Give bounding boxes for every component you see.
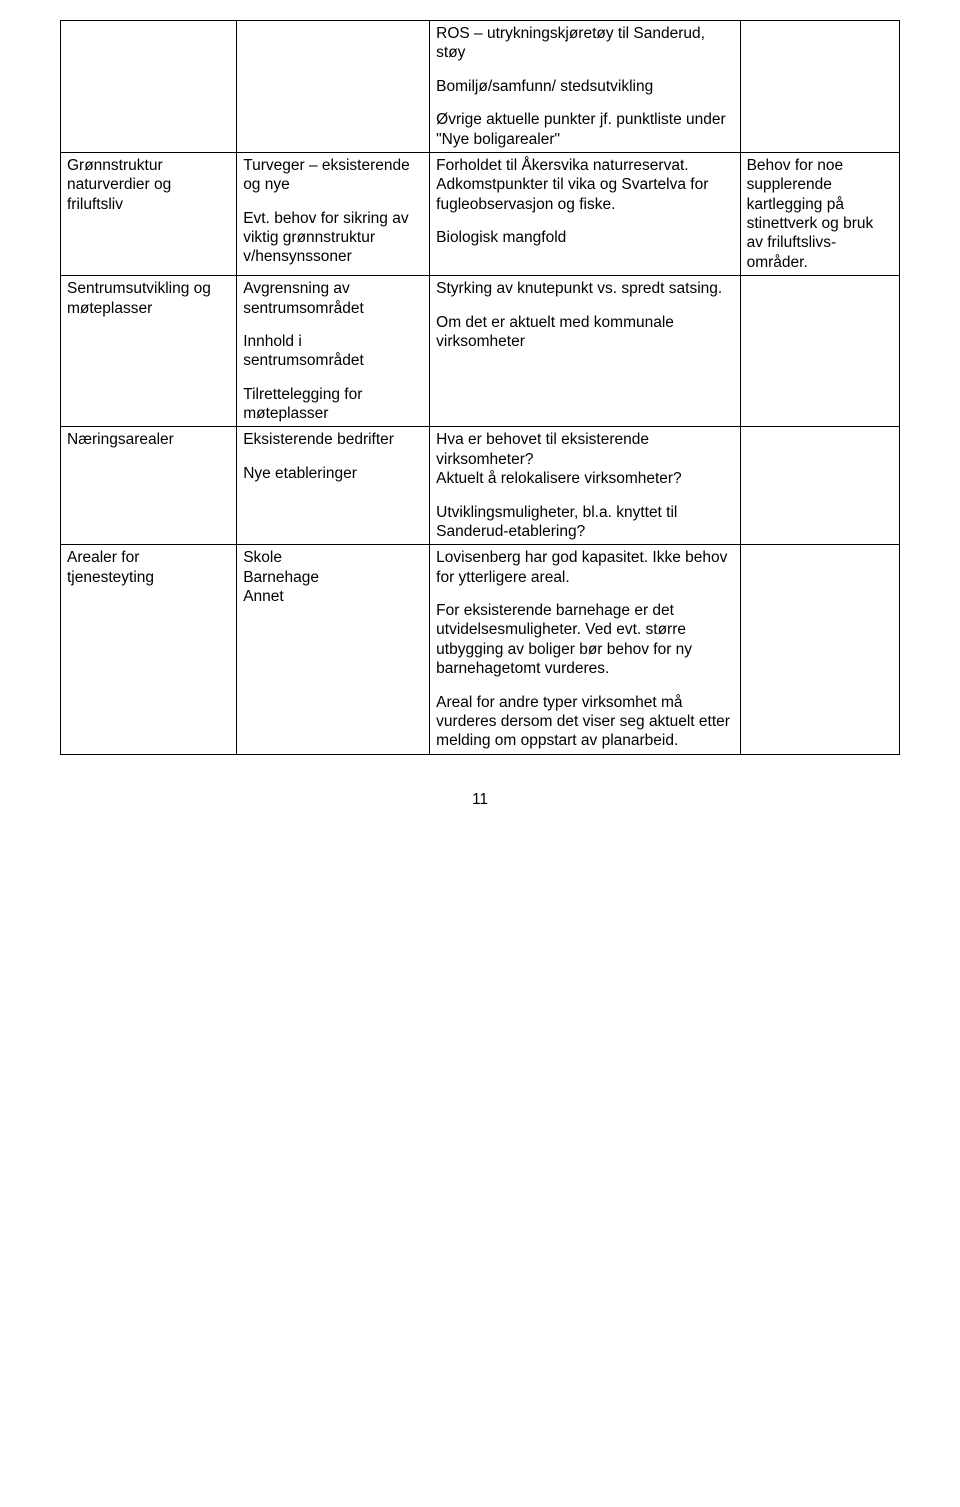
table-row: Arealer for tjenesteytingSkoleBarnehageA… <box>61 545 900 754</box>
cell-desc: Forholdet til Åkersvika naturreservat. A… <box>430 152 740 275</box>
cell-sub: Eksisterende bedrifter Nye etableringer <box>237 427 430 545</box>
cell-topic: Grønnstruktur naturverdier og friluftsli… <box>61 152 237 275</box>
cell-paragraph: Utviklingsmuligheter, bl.a. knyttet til … <box>436 503 733 542</box>
cell-paragraph: Biologisk mangfold <box>436 228 733 247</box>
cell-desc: Lovisenberg har god kapasitet. Ikke beho… <box>430 545 740 754</box>
cell-sub: Turveger – eksisterende og nye Evt. behov… <box>237 152 430 275</box>
cell-sub: Avgrensning av sentrumsområdet Innhold i … <box>237 276 430 427</box>
page-number: 11 <box>60 791 900 809</box>
cell-paragraph: Styrking av knutepunkt vs. spredt satsin… <box>436 279 733 298</box>
cell-paragraph: Evt. behov for sikring av viktig grønnst… <box>243 209 423 267</box>
cell-paragraph: Eksisterende bedrifter <box>243 430 423 449</box>
cell-paragraph: Bomiljø/samfunn/ stedsutvikling <box>436 77 733 96</box>
cell-paragraph: Om det er aktuelt med kommunale virksomh… <box>436 313 733 352</box>
cell-paragraph: Behov for noe supplerende kartlegging på… <box>747 156 893 272</box>
table-row: Sentrumsutvikling og møteplasserAvgrensn… <box>61 276 900 427</box>
cell-paragraph: Lovisenberg har god kapasitet. Ikke beho… <box>436 548 733 587</box>
cell-paragraph: Areal for andre typer virksomhet må vurd… <box>436 693 733 751</box>
cell-paragraph: Tilrettelegging for møteplasser <box>243 385 423 424</box>
cell-paragraph: Sentrumsutvikling og møteplasser <box>67 279 230 318</box>
cell-line: Skole <box>243 548 423 567</box>
cell-paragraph: Innhold i sentrumsområdet <box>243 332 423 371</box>
cell-topic: Næringsarealer <box>61 427 237 545</box>
cell-note <box>740 427 899 545</box>
table-body: ROS – utrykningskjøretøy til Sanderud, s… <box>61 21 900 755</box>
cell-paragraph: Arealer for tjenesteyting <box>67 548 230 587</box>
cell-desc: ROS – utrykningskjøretøy til Sanderud, s… <box>430 21 740 153</box>
cell-paragraph: Hva er behovet til eksisterende virksomh… <box>436 430 733 488</box>
cell-paragraph: ROS – utrykningskjøretøy til Sanderud, s… <box>436 24 733 63</box>
cell-line: Annet <box>243 587 423 606</box>
cell-topic <box>61 21 237 153</box>
cell-paragraph: Grønnstruktur naturverdier og friluftsli… <box>67 156 230 214</box>
table-row: Grønnstruktur naturverdier og friluftsli… <box>61 152 900 275</box>
cell-paragraph: For eksisterende barnehage er det utvide… <box>436 601 733 679</box>
cell-paragraph: Næringsarealer <box>67 430 230 449</box>
cell-paragraph: Øvrige aktuelle punkter jf. punktliste u… <box>436 110 733 149</box>
cell-topic: Arealer for tjenesteyting <box>61 545 237 754</box>
table-row: Næringsarealer Eksisterende bedrifter Nye … <box>61 427 900 545</box>
cell-note <box>740 21 899 153</box>
content-table: ROS – utrykningskjøretøy til Sanderud, s… <box>60 20 900 755</box>
cell-paragraph: Turveger – eksisterende og nye <box>243 156 423 195</box>
cell-sub: SkoleBarnehageAnnet <box>237 545 430 754</box>
cell-note <box>740 545 899 754</box>
cell-note: Behov for noe supplerende kartlegging på… <box>740 152 899 275</box>
cell-paragraph: Nye etableringer <box>243 464 423 483</box>
cell-sub <box>237 21 430 153</box>
cell-paragraph: Forholdet til Åkersvika naturreservat. A… <box>436 156 733 214</box>
cell-line: Barnehage <box>243 568 423 587</box>
cell-topic: Sentrumsutvikling og møteplasser <box>61 276 237 427</box>
cell-paragraph: Avgrensning av sentrumsområdet <box>243 279 423 318</box>
table-row: ROS – utrykningskjøretøy til Sanderud, s… <box>61 21 900 153</box>
cell-desc: Hva er behovet til eksisterende virksomh… <box>430 427 740 545</box>
cell-note <box>740 276 899 427</box>
cell-desc: Styrking av knutepunkt vs. spredt satsin… <box>430 276 740 427</box>
